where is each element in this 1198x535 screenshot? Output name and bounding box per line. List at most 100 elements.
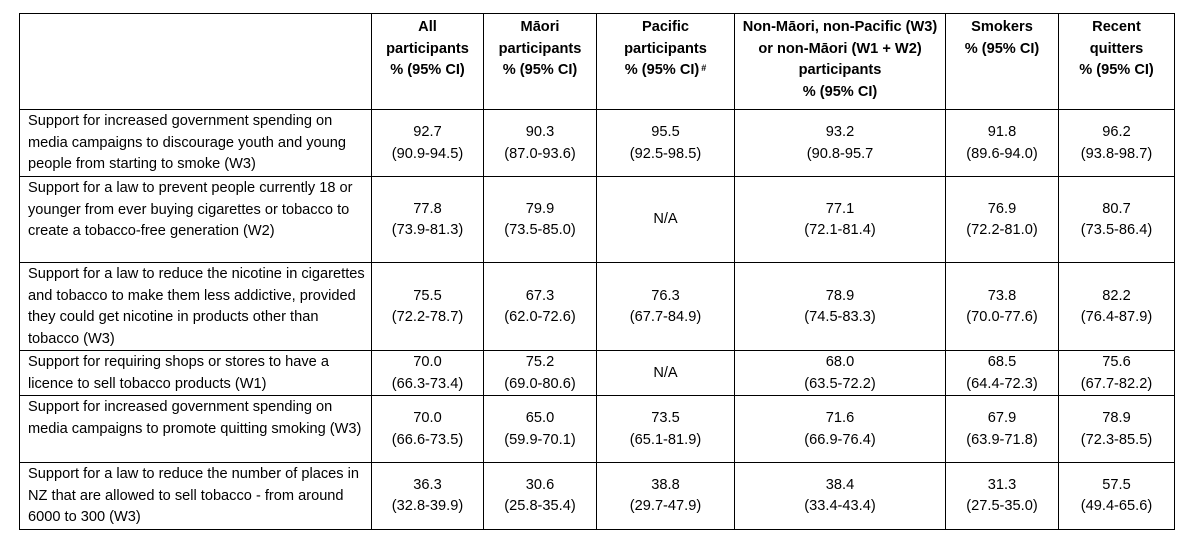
- table-row: Support for increased government spendin…: [19, 395, 1175, 463]
- value-cell: 76.3 (67.7-84.9): [596, 262, 735, 351]
- column-header-label: Smokers: [971, 19, 1033, 35]
- value-cell: 93.2 (90.8-95.7: [734, 109, 946, 177]
- estimate: 71.6: [825, 410, 855, 426]
- value-cell: N/A: [596, 350, 735, 396]
- column-header-unit: % (95% CI): [502, 62, 578, 78]
- estimate: 30.6: [525, 476, 555, 493]
- confidence-interval: (64.4-72.3): [966, 375, 1038, 392]
- value-cell: 96.2 (93.8-98.7): [1058, 109, 1175, 177]
- corner-cell: [19, 13, 372, 110]
- confidence-interval: (92.5-98.5): [629, 145, 702, 162]
- estimate: 92.7: [413, 124, 442, 140]
- estimate: 68.0: [825, 354, 855, 370]
- confidence-interval: (66.3-73.4): [391, 375, 464, 392]
- value-cell: 75.6 (67.7-82.2): [1058, 350, 1175, 396]
- confidence-interval: (32.8-39.9): [391, 498, 464, 515]
- table-row: Support for requiring shops or stores to…: [19, 350, 1175, 396]
- column-header-label: Non-Māori, non-Pacific (W3) or non-Māori…: [742, 19, 938, 78]
- estimate: 79.9: [525, 200, 555, 217]
- value-cell: 95.5 (92.5-98.5): [596, 109, 735, 177]
- confidence-interval: (66.6-73.5): [391, 431, 464, 448]
- value-cell: 65.0 (59.9-70.1): [483, 395, 597, 463]
- estimate: 38.8: [651, 476, 680, 493]
- estimate: 90.3: [525, 124, 555, 140]
- column-header-label: Recent quitters: [1089, 19, 1144, 57]
- confidence-interval: (89.6-94.0): [966, 145, 1038, 162]
- estimate: 68.5: [987, 354, 1017, 370]
- row-label: Support for increased government spendin…: [19, 395, 372, 463]
- confidence-interval: (72.2-78.7): [391, 309, 464, 325]
- estimate: 80.7: [1102, 200, 1131, 217]
- footnote-mark: #: [701, 63, 707, 73]
- confidence-interval: (73.5-85.0): [504, 222, 576, 238]
- header-row: All participants % (95% CI) Māori partic…: [19, 13, 1175, 110]
- estimate: 96.2: [1102, 124, 1131, 140]
- table-row: Support for a law to reduce the nicotine…: [19, 262, 1175, 351]
- column-header-all: All participants % (95% CI): [371, 13, 484, 110]
- estimate: 67.9: [987, 410, 1017, 426]
- value-cell: 78.9 (74.5-83.3): [734, 262, 946, 351]
- confidence-interval: (59.9-70.1): [504, 431, 576, 448]
- value-cell: 38.8 (29.7-47.9): [596, 462, 735, 530]
- confidence-interval: (67.7-82.2): [1080, 375, 1153, 392]
- estimate: 75.2: [525, 354, 555, 370]
- confidence-interval: (90.9-94.5): [391, 145, 464, 162]
- value-cell: 78.9 (72.3-85.5): [1058, 395, 1175, 463]
- value-cell: 30.6 (25.8-35.4): [483, 462, 597, 530]
- value-cell: 67.3 (62.0-72.6): [483, 262, 597, 351]
- value-cell: 73.8 (70.0-77.6): [945, 262, 1059, 351]
- confidence-interval: (65.1-81.9): [629, 431, 702, 448]
- column-header-label: All participants: [386, 19, 469, 57]
- estimate: 95.5: [651, 124, 680, 140]
- value-cell: 57.5 (49.4-65.6): [1058, 462, 1175, 530]
- support-table: All participants % (95% CI) Māori partic…: [19, 13, 1175, 530]
- estimate: 78.9: [825, 287, 855, 304]
- estimate: 76.9: [987, 200, 1017, 217]
- confidence-interval: (73.5-86.4): [1080, 222, 1153, 238]
- confidence-interval: (76.4-87.9): [1080, 309, 1153, 325]
- value-cell: 68.0 (63.5-72.2): [734, 350, 946, 396]
- value-cell: 79.9 (73.5-85.0): [483, 176, 597, 263]
- value-cell: 76.9 (72.2-81.0): [945, 176, 1059, 263]
- estimate: 77.8: [413, 200, 442, 217]
- estimate: 75.5: [413, 287, 442, 304]
- value-cell: 77.1 (72.1-81.4): [734, 176, 946, 263]
- column-header-pacific: Pacific participants % (95% CI) #: [596, 13, 735, 110]
- estimate: 93.2: [825, 124, 855, 140]
- value-cell: 73.5 (65.1-81.9): [596, 395, 735, 463]
- confidence-interval: (90.8-95.7: [806, 145, 874, 162]
- table-row: Support for increased government spendin…: [19, 109, 1175, 177]
- confidence-interval: (29.7-47.9): [629, 498, 702, 515]
- table-row: Support for a law to reduce the number o…: [19, 462, 1175, 530]
- value-cell: 70.0 (66.3-73.4): [371, 350, 484, 396]
- value-cell: 80.7 (73.5-86.4): [1058, 176, 1175, 263]
- value-cell: N/A: [596, 176, 735, 263]
- confidence-interval: (33.4-43.4): [804, 498, 876, 515]
- estimate: 82.2: [1102, 287, 1131, 304]
- value-cell: 67.9 (63.9-71.8): [945, 395, 1059, 463]
- estimate: 36.3: [413, 476, 442, 493]
- confidence-interval: (49.4-65.6): [1080, 498, 1153, 515]
- row-label: Support for a law to reduce the nicotine…: [19, 262, 372, 351]
- confidence-interval: (25.8-35.4): [504, 498, 576, 515]
- confidence-interval: (66.9-76.4): [804, 431, 876, 448]
- value-cell: 36.3 (32.8-39.9): [371, 462, 484, 530]
- confidence-interval: (62.0-72.6): [504, 309, 576, 325]
- confidence-interval: (87.0-93.6): [504, 145, 576, 162]
- confidence-interval: (72.2-81.0): [966, 222, 1038, 238]
- estimate: 65.0: [525, 410, 555, 426]
- column-header-label: Pacific participants: [624, 19, 707, 57]
- confidence-interval: (73.9-81.3): [391, 222, 464, 238]
- table-row: Support for a law to prevent people curr…: [19, 176, 1175, 263]
- value-cell: 71.6 (66.9-76.4): [734, 395, 946, 463]
- confidence-interval: (74.5-83.3): [804, 309, 876, 325]
- confidence-interval: (72.1-81.4): [804, 222, 876, 238]
- row-label: Support for a law to reduce the number o…: [19, 462, 372, 530]
- confidence-interval: (67.7-84.9): [629, 309, 702, 325]
- confidence-interval: (70.0-77.6): [966, 309, 1038, 325]
- value-cell: 82.2 (76.4-87.9): [1058, 262, 1175, 351]
- confidence-interval: (63.5-72.2): [804, 375, 876, 392]
- estimate: 38.4: [825, 476, 855, 493]
- column-header-unit: % (95% CI): [624, 62, 700, 78]
- value-cell: 90.3 (87.0-93.6): [483, 109, 597, 177]
